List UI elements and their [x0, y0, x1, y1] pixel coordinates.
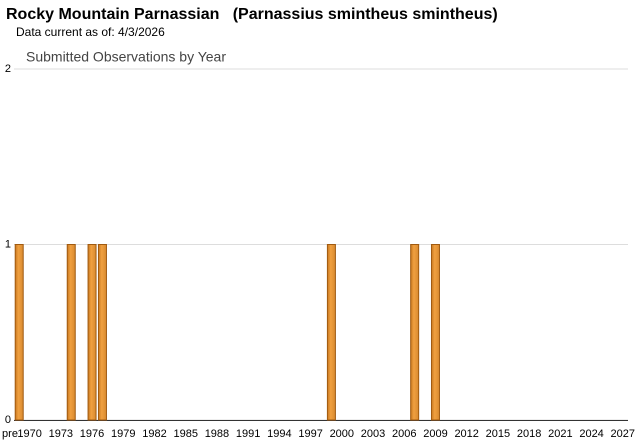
x-tick-label: 2000	[330, 428, 354, 440]
bar	[97, 244, 107, 421]
chart-title: Submitted Observations by Year	[26, 49, 226, 65]
x-tick-label: 2021	[548, 428, 572, 440]
x-tick-label: 1982	[142, 428, 166, 440]
x-tick-label: 2012	[454, 428, 478, 440]
x-tick-label: 2027	[611, 428, 635, 440]
x-tick-label: 2009	[423, 428, 447, 440]
x-tick-label: 1997	[298, 428, 322, 440]
x-tick-label: 2006	[392, 428, 416, 440]
x-tick-label: 1979	[111, 428, 135, 440]
x-tick-label: 1985	[173, 428, 197, 440]
x-tick-label: 1994	[267, 428, 291, 440]
bar	[326, 244, 336, 421]
x-tick-label: 2024	[579, 428, 603, 440]
data-date: Data current as of: 4/3/2026	[16, 25, 165, 39]
bar	[66, 244, 76, 421]
x-tick-label: 1976	[80, 428, 104, 440]
x-tick-label: 2015	[486, 428, 510, 440]
bar	[14, 244, 24, 421]
bar	[87, 244, 97, 421]
x-tick-label: 1991	[236, 428, 260, 440]
x-tick-label: pre	[2, 428, 18, 440]
bar	[430, 244, 440, 421]
y-tick-label: 2	[5, 63, 11, 75]
y-tick-label: 0	[5, 414, 11, 426]
y-tick-label: 1	[5, 238, 11, 250]
x-tick-label: 1970	[17, 428, 41, 440]
x-tick-label: 2018	[517, 428, 541, 440]
x-tick-label: 1973	[49, 428, 73, 440]
x-tick-label: 1988	[205, 428, 229, 440]
x-tick-label: 2003	[361, 428, 385, 440]
bar	[410, 244, 420, 421]
page-title: Rocky Mountain Parnassian (Parnassius sm…	[6, 6, 498, 23]
